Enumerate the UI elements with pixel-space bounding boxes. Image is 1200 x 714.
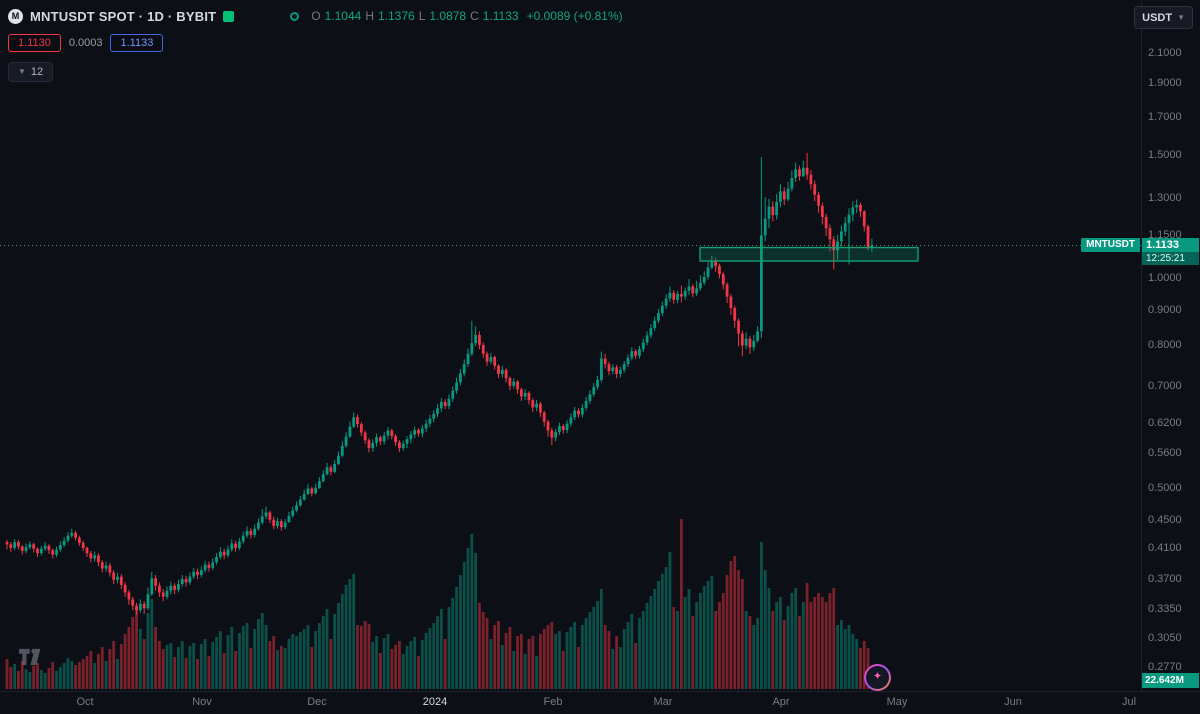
time-tick-label: Mar <box>653 696 673 708</box>
time-tick-label: May <box>886 696 908 708</box>
price-tick-label: 0.5000 <box>1148 481 1182 494</box>
bar-countdown: 12:25:21 <box>1142 252 1199 266</box>
ohlc-values: O 1.1044 H 1.1376 L 1.0878 C 1.1133 +0.0… <box>311 9 622 23</box>
time-axis[interactable]: Oct Nov Dec 2024 Feb Mar Apr May Jun Jul <box>0 692 1200 714</box>
close-value: 1.1133 <box>482 9 519 23</box>
price-tick-label: 0.3350 <box>1148 603 1182 616</box>
price-tick-label: 1.3000 <box>1148 192 1182 205</box>
price-tick-label: 0.2770 <box>1148 660 1182 673</box>
currency-selector-button[interactable]: USDT ▼ <box>1134 6 1193 29</box>
price-tick-label: 0.3700 <box>1148 573 1182 586</box>
buy-ask-button[interactable]: 1.1133 <box>110 34 164 52</box>
sparkle-icon: ✦ <box>872 670 883 683</box>
price-tick-label: 0.7000 <box>1148 379 1182 392</box>
volume-value-label: 22.642M <box>1142 673 1199 688</box>
price-tick-label: 0.3050 <box>1148 631 1182 644</box>
time-tick-label: Apr <box>772 696 790 708</box>
high-label: H <box>365 9 374 23</box>
tradingview-logo[interactable] <box>18 648 48 671</box>
bars-count-value: 12 <box>30 66 44 78</box>
chevron-down-icon: ▼ <box>1177 12 1185 22</box>
price-tick-label: 1.9000 <box>1148 77 1182 90</box>
low-label: L <box>418 9 426 23</box>
price-axis[interactable]: 2.1000 1.9000 1.7000 1.5000 1.3000 1.1500 1.00… <box>1142 0 1200 691</box>
sell-bid-button[interactable]: 1.1130 <box>8 34 61 52</box>
last-price-label: 1.1133 12:25:21 <box>1142 238 1199 266</box>
market-status-dot-icon[interactable] <box>290 11 300 21</box>
symbol-title[interactable]: MNTUSDT SPOT · 1D · BYBIT <box>30 8 217 24</box>
close-label: C <box>470 9 479 23</box>
time-tick-label: Jun <box>1004 696 1022 708</box>
price-tick-label: 0.9000 <box>1148 303 1182 316</box>
open-value: 1.1044 <box>324 9 362 23</box>
price-tick-label: 2.1000 <box>1148 47 1182 59</box>
bybit-logo-icon <box>223 10 235 22</box>
price-tick-label: 0.6200 <box>1148 416 1182 429</box>
bars-count-button[interactable]: ▼ 12 <box>8 62 54 82</box>
time-tick-label: Feb <box>543 696 563 708</box>
spread-value: 0.0003 <box>68 37 103 49</box>
time-tick-label: Oct <box>76 696 94 708</box>
change-value: +0.0089 (+0.81%) <box>526 9 623 23</box>
price-axis-separator <box>1141 0 1142 691</box>
time-tick-label: Nov <box>192 696 212 708</box>
time-tick-label: Dec <box>307 696 327 708</box>
price-tick-label: 1.0000 <box>1148 271 1182 284</box>
time-tick-label: Jul <box>1121 696 1137 708</box>
price-tick-label: 0.8000 <box>1148 339 1182 352</box>
price-tick-label: 1.5000 <box>1148 148 1182 161</box>
price-tick-label: 0.4500 <box>1148 513 1182 526</box>
magic-ai-button[interactable]: ✦ <box>864 664 891 691</box>
last-price-symbol-tag: MNTUSDT <box>1081 238 1140 253</box>
candlestick-chart-canvas[interactable] <box>0 0 1141 691</box>
time-tick-label: 2024 <box>422 696 448 708</box>
currency-label: USDT <box>1142 11 1173 24</box>
high-value: 1.1376 <box>378 9 415 23</box>
open-label: O <box>311 9 321 23</box>
time-axis-separator <box>0 691 1200 692</box>
chart-legend: M MNTUSDT SPOT · 1D · BYBIT O 1.1044 H 1… <box>8 6 623 82</box>
price-tick-label: 1.7000 <box>1148 111 1182 124</box>
last-price-value: 1.1133 <box>1142 238 1199 253</box>
chevron-down-icon: ▼ <box>18 67 26 76</box>
price-tick-label: 0.4100 <box>1148 541 1182 554</box>
price-tick-label: 0.5600 <box>1148 447 1182 460</box>
symbol-logo-icon: M <box>8 8 23 24</box>
low-value: 1.0878 <box>429 9 467 23</box>
